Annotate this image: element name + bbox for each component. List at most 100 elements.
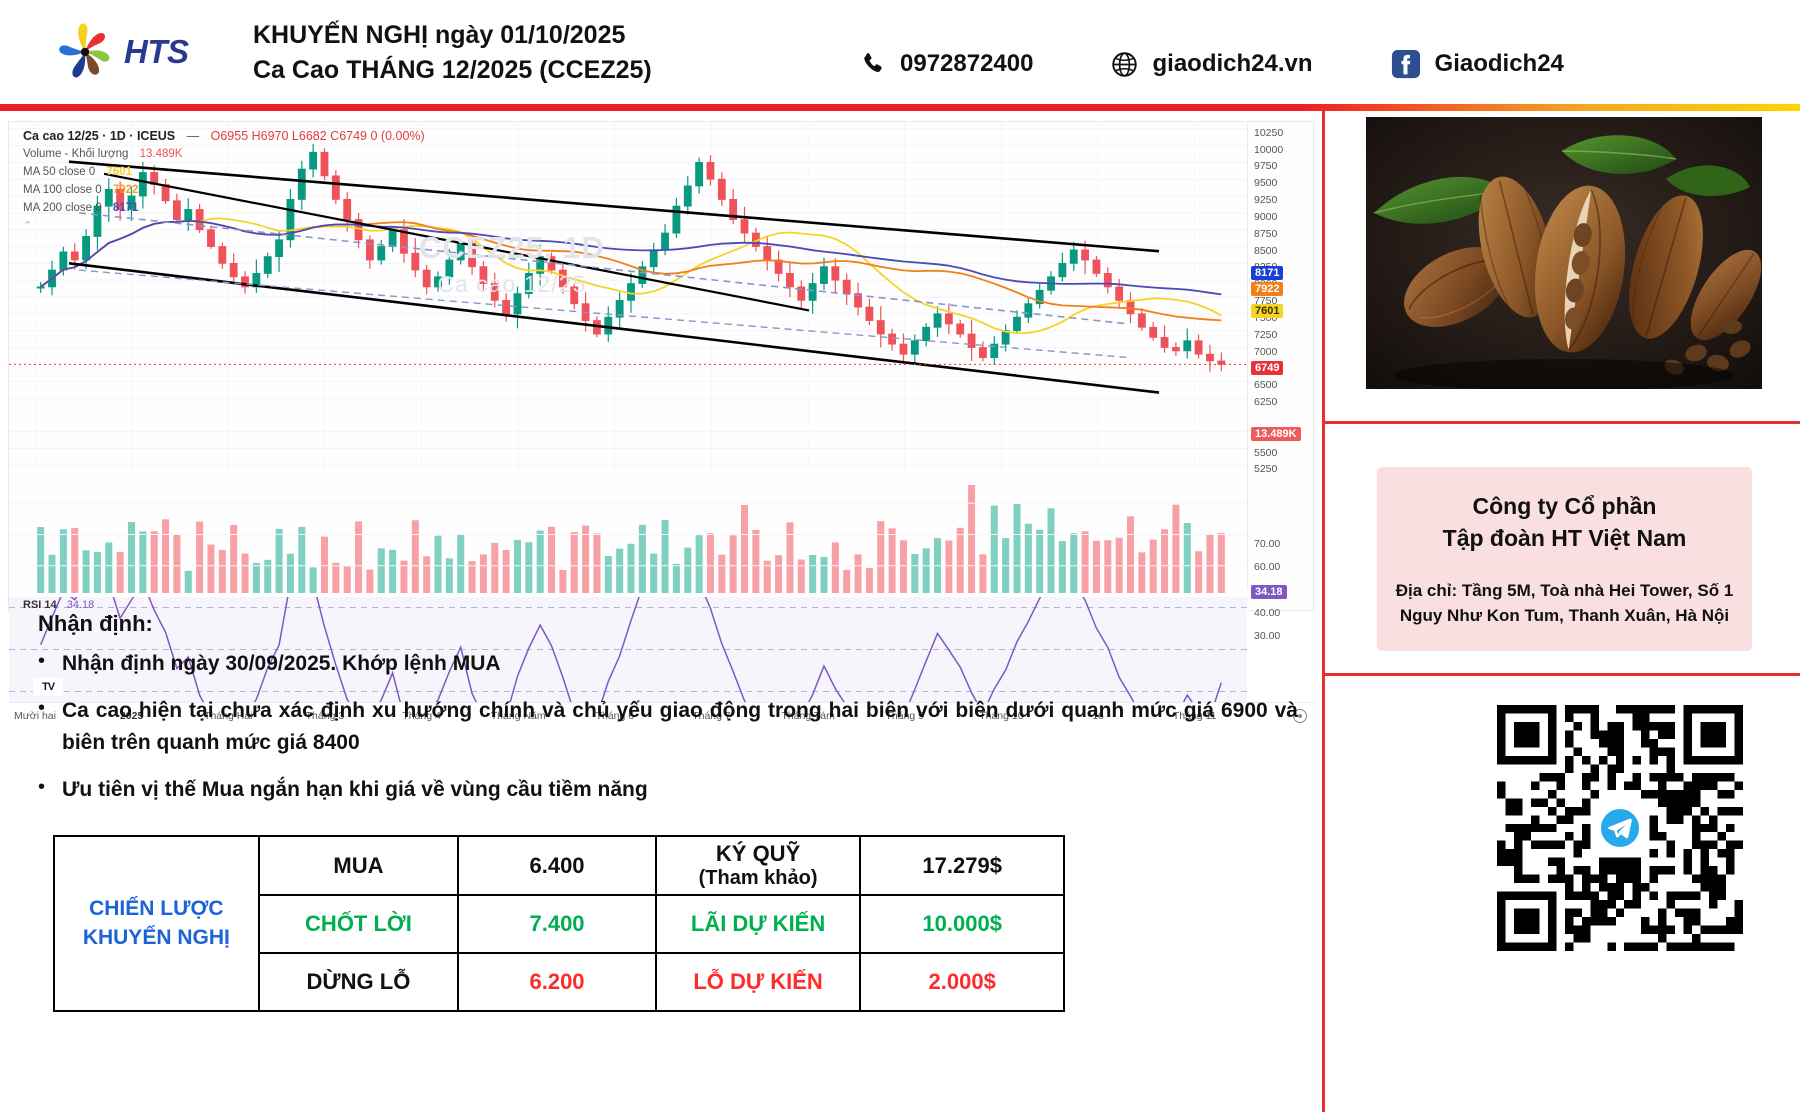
row1-metric-line1: KÝ QUỸ (715, 841, 801, 866)
logo-text: HTS (124, 33, 189, 70)
time-tick-7: Tháng 7 (692, 710, 731, 722)
volume-label: Volume - Khối lượng (23, 148, 129, 161)
ma100-value: 7922 (112, 184, 139, 196)
volume-tag: 13.489K (1251, 427, 1301, 441)
telegram-qr-code[interactable] (1497, 705, 1743, 951)
row2-action: CHỐT LỜI (257, 894, 460, 954)
watermark-line1: CCEZ25, 1D (419, 230, 605, 265)
rsi-tick-60.00: 60.00 (1254, 561, 1281, 573)
sidebar-divider-2 (1325, 673, 1800, 676)
price-tick-10250: 10250 (1254, 126, 1284, 139)
chart-rsi-pane[interactable]: RSI 14 34.18 TV (9, 597, 1247, 702)
price-tick-6250: 6250 (1254, 396, 1278, 408)
time-tick-5: Tháng Năm (490, 710, 546, 722)
chart-time-axis[interactable]: Mười hai 2025 Tháng Hai Tháng 3 Tháng 4 Tháng… (9, 702, 1315, 730)
row2-metric: LÃI DỰ KIẾN (654, 894, 862, 954)
price-tick-10000: 10000 (1254, 143, 1284, 156)
time-tick-8: Tháng Tám (781, 710, 835, 722)
table-row: CHỐT LỜI 7.400 LÃI DỰ KIẾN 10.000$ (54, 894, 1065, 954)
sidebar-divider-1 (1325, 421, 1800, 424)
price-chart[interactable]: Ca cao 12/25 · 1D · ICEUS — O6955 H6970 … (8, 121, 1315, 723)
strategy-label-cell: CHIẾN LƯỢC KHUYẾN NGHỊ (53, 835, 260, 1012)
phone-icon (860, 51, 886, 77)
brand-logo: HTS (52, 16, 222, 88)
cacao-pods-photo (1366, 117, 1762, 389)
price-tick-7000: 7000 (1254, 345, 1278, 358)
contact-website[interactable]: giaodich24.vn (1111, 50, 1313, 78)
price-tick-9000: 9000 (1254, 210, 1278, 223)
price-tick-8750: 8750 (1254, 227, 1278, 240)
chart-legend-ma50-row: MA 50 close 0 7601 (23, 164, 425, 182)
rsi-value-tag: 34.18 (1251, 585, 1287, 599)
rsi-label: RSI 14 (23, 599, 57, 611)
volume-series-svg (9, 485, 1247, 593)
company-name-line1: Công ty Cổ phần (1472, 492, 1657, 519)
qr-code-matrix (1497, 705, 1743, 951)
chart-price-pane[interactable] (9, 122, 1247, 472)
contact-phone[interactable]: 0972872400 (860, 50, 1033, 78)
axis-settings-icon[interactable] (1293, 709, 1307, 723)
time-tick-3: Tháng 3 (305, 710, 345, 722)
rsi-value: 34.18 (66, 599, 95, 611)
row2-value: 10.000$ (859, 894, 1065, 954)
price-tick-6500: 6500 (1254, 379, 1278, 392)
chart-ohlc-values: O6955 H6970 L6682 C6749 0 (0.00%) (210, 129, 425, 143)
table-row: DỪNG LỖ 6.200 LỖ DỰ KIẾN 2.000$ (54, 952, 1065, 1012)
ma100-label: MA 100 close 0 (23, 184, 102, 196)
list-item: • Ca cao hiện tại chưa xác định xu hướng… (38, 695, 1298, 760)
contact-facebook[interactable]: Giaodich24 (1391, 49, 1564, 79)
time-tick-4: Tháng 4 (402, 710, 441, 722)
hts-pinwheel-logo (52, 19, 118, 85)
analysis-bullet-1: Nhận định ngày 30/09/2025. Khớp lệnh MUA (62, 652, 501, 675)
price-tick-9500: 9500 (1254, 177, 1278, 190)
price-series-svg (9, 122, 1247, 472)
analysis-bullet-2: Ca cao hiện tại chưa xác định xu hướng c… (62, 698, 1298, 755)
company-name-line2: Tập đoàn HT Việt Nam (1442, 525, 1687, 552)
rsi-legend: RSI 14 34.18 (23, 599, 94, 611)
contact-phone-text: 0972872400 (900, 50, 1034, 77)
bullet-dot: • (38, 775, 46, 798)
rsi-series-svg (9, 597, 1247, 702)
time-tick-10: Tháng 10 (979, 710, 1024, 722)
facebook-icon (1391, 49, 1421, 79)
analysis-section: Nhận định: • Nhận định ngày 30/09/2025. … (38, 611, 1298, 820)
chart-price-axis[interactable]: 1025010000975095009250900087508500825080… (1247, 122, 1315, 642)
ma200-value: 8171 (112, 201, 139, 214)
price-tick-5250: 5250 (1254, 463, 1278, 476)
chart-legend-title-row: Ca cao 12/25 · 1D · ICEUS — O6955 H6970 … (23, 129, 425, 143)
chart-volume-pane[interactable] (9, 472, 1247, 597)
globe-icon (1111, 51, 1138, 78)
time-tick-12: Tháng 11 (1172, 710, 1217, 722)
tradingview-logo[interactable]: TV (33, 678, 63, 696)
row1-price: 6.400 (457, 835, 657, 896)
strategy-label-line1: CHIẾN LƯỢC (89, 897, 224, 921)
ma200-price-tag: 8171 (1251, 265, 1284, 280)
page-title-line2: Ca Cao THÁNG 12/2025 (CCEZ25) (253, 55, 652, 84)
row2-price: 7.400 (457, 894, 657, 954)
price-tick-7750: 7750 (1254, 295, 1278, 308)
rsi-tick-70.00: 70.00 (1254, 538, 1281, 550)
company-info-card: Công ty Cổ phần Tập đoàn HT Việt Nam Địa… (1377, 467, 1752, 651)
row3-action: DỪNG LỖ (257, 952, 460, 1012)
header-divider (0, 104, 1800, 111)
ma50-price-tag: 7601 (1251, 304, 1284, 319)
chart-symbol-label: Ca cao 12/25 · 1D · ICEUS (23, 129, 176, 143)
company-address-line1: Địa chỉ: Tầng 5M, Toà nhà Hei Tower, Số … (1395, 581, 1734, 601)
volume-value: 13.489K (139, 148, 183, 161)
time-tick-11: 16 (1092, 710, 1104, 722)
watermark-line2: Ca cao 12/25 (437, 270, 587, 297)
legend-collapse-arrow[interactable]: ⌃ (23, 219, 33, 232)
ma200-label: MA 200 close 0 (23, 201, 102, 214)
row3-price: 6.200 (457, 952, 657, 1012)
table-row: CHIẾN LƯỢC KHUYẾN NGHỊ MUA 6.400 KÝ QUỸ … (53, 835, 1065, 1012)
list-item: • Ưu tiên vị thế Mua ngắn hạn khi giá về… (38, 774, 1298, 807)
ma50-value: 7601 (106, 166, 133, 179)
rsi-tick-40.00: 40.00 (1254, 607, 1281, 619)
telegram-icon (1597, 805, 1643, 851)
page-header: HTS KHUYẾN NGHỊ ngày 01/10/2025 Ca Cao T… (0, 0, 1800, 104)
chart-legend-ma100-row: MA 100 close 0 7922 (23, 182, 425, 200)
row1-action: MUA (257, 835, 460, 896)
chart-legend-volume-row: Volume - Khối lượng 13.489K (23, 146, 425, 164)
chart-legend: Ca cao 12/25 · 1D · ICEUS — O6955 H6970 … (23, 127, 425, 235)
page-title: KHUYẾN NGHỊ ngày 01/10/2025 Ca Cao THÁNG… (253, 18, 773, 87)
